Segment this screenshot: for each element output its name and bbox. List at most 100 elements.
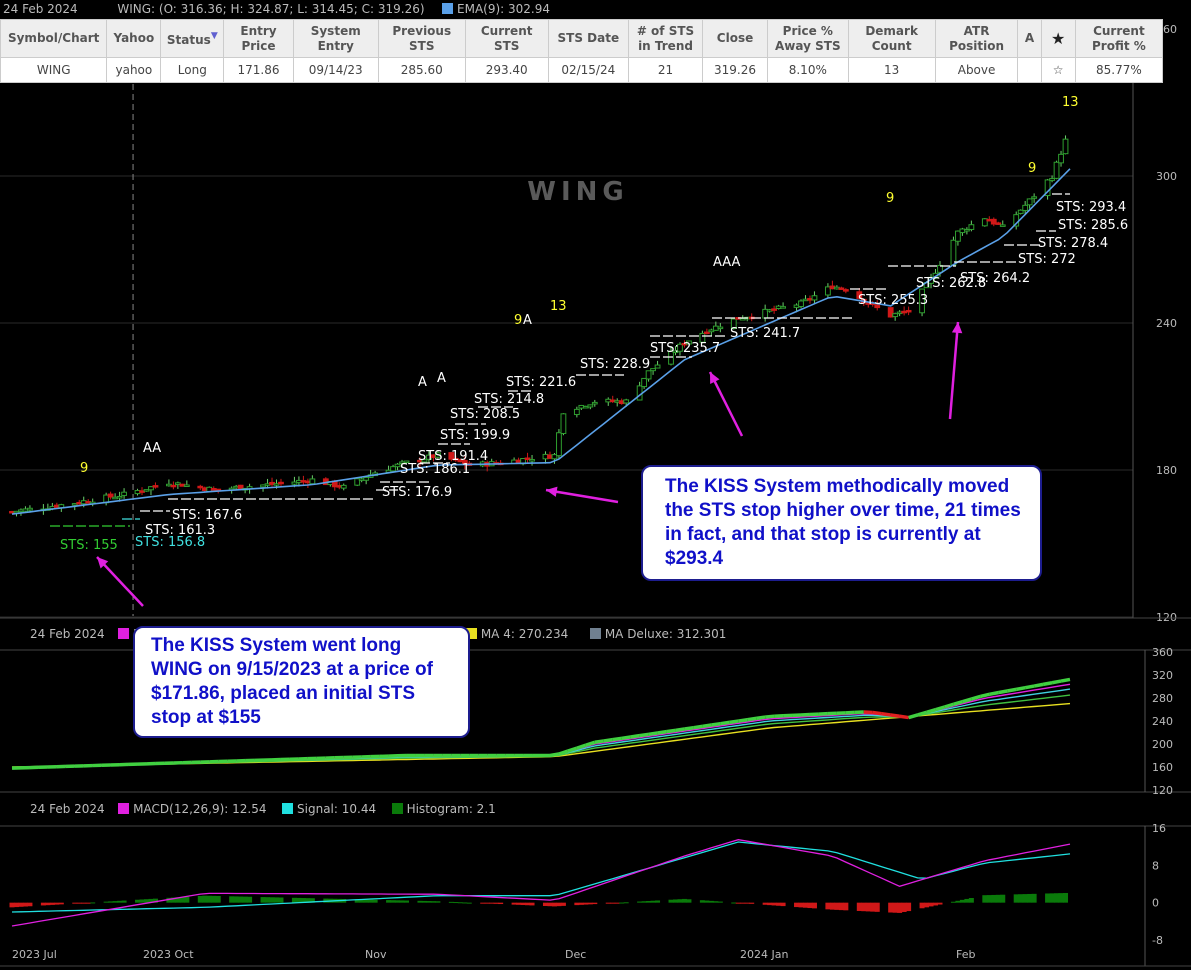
candle-body (152, 485, 159, 488)
histogram-bar (906, 902, 912, 912)
col-demark[interactable]: Demark Count (847, 19, 936, 58)
cell-symbol[interactable]: WING (0, 57, 108, 83)
ma-deluxe-segment (1060, 677, 1071, 683)
col-price-away[interactable]: Price % Away STS (767, 19, 849, 58)
candle-body (686, 340, 692, 345)
histogram-bar (354, 899, 360, 903)
histogram-bar (1058, 893, 1064, 903)
ma-deluxe-segment (711, 721, 721, 727)
histogram-bar (498, 902, 504, 905)
cell-yahoo[interactable]: yahoo (106, 57, 162, 83)
col-yahoo[interactable]: Yahoo (106, 19, 162, 58)
price-tick-label: 240 (1156, 317, 1177, 330)
ma-deluxe-segment (952, 700, 963, 707)
col-sts-count[interactable]: # of STS in Trend (628, 19, 703, 58)
header-ema: EMA(9): 302.94 (457, 2, 551, 16)
histogram-bar (117, 900, 123, 903)
ma-deluxe-segment (997, 689, 1008, 695)
ma-deluxe-segment (585, 740, 596, 747)
histogram-bar (1000, 894, 1006, 903)
ma-deluxe-segment (737, 717, 748, 723)
price-header: 24 Feb 2024 WING: (O: 316.36; H: 324.87;… (3, 2, 550, 16)
histogram-bar (179, 897, 185, 903)
col-current-sts[interactable]: Current STS (464, 19, 549, 58)
histogram-bar (323, 898, 329, 903)
histogram-bar (291, 897, 297, 903)
ma-deluxe-segment (1051, 679, 1062, 685)
star-icon[interactable]: ☆ (1040, 57, 1076, 83)
histogram-bar (655, 900, 661, 903)
histogram-bar (238, 896, 244, 903)
col-system-entry[interactable]: System Entry (292, 19, 379, 58)
histogram-bar (767, 902, 773, 906)
ma-deluxe-segment (1042, 681, 1053, 687)
col-star[interactable]: ★ (1040, 19, 1076, 58)
col-atr[interactable]: ATR Position (934, 19, 1019, 58)
candle-body (919, 288, 925, 314)
col-close[interactable]: Close (701, 19, 769, 58)
histogram-bar (829, 902, 835, 910)
callout-arrow-head (546, 486, 558, 497)
candle-body (856, 291, 863, 299)
col-profit[interactable]: Current Profit % (1074, 19, 1164, 58)
ma-deluxe-segment (666, 728, 676, 734)
histogram-bar (937, 902, 943, 905)
header-date: 24 Feb 2024 (3, 2, 78, 16)
candle-body (560, 413, 567, 434)
candle-body (730, 318, 737, 330)
col-status[interactable]: Status▼ (160, 19, 225, 58)
col-symbol[interactable]: Symbol/Chart (0, 19, 108, 58)
sts-stop-label: STS: 262.8 (916, 276, 986, 291)
ma-deluxe-segment (746, 716, 757, 722)
histogram-bar (399, 900, 405, 903)
histogram-bar (529, 902, 535, 906)
sts-stop-label: STS: 176.9 (382, 485, 452, 500)
col-a[interactable]: A (1017, 19, 1042, 58)
col-entry-price[interactable]: Entry Price (223, 19, 294, 58)
histogram-bar (955, 900, 961, 903)
histogram-bar (560, 902, 566, 906)
histogram-bar (457, 902, 463, 904)
ma-deluxe-segment (1024, 684, 1035, 690)
col-sts-date[interactable]: STS Date (547, 19, 630, 58)
histogram-bar (430, 901, 436, 903)
table-header-row: Symbol/Chart Yahoo Status▼ Entry Price S… (0, 19, 1164, 58)
signal-line (11, 841, 1071, 913)
histogram-bar (520, 902, 526, 906)
ma-deluxe-segment (612, 736, 622, 742)
ma-deluxe-segment (872, 710, 882, 716)
candle-body (434, 452, 441, 458)
ma-deluxe-segment (935, 705, 945, 712)
candle-body (677, 343, 683, 352)
ma-deluxe-segment (657, 729, 667, 735)
sts-stop-label: STS: 214.8 (474, 392, 544, 407)
sts-stop-label: STS: 235.7 (650, 341, 720, 356)
histogram-bar (1013, 894, 1019, 903)
histogram-bar (982, 895, 988, 903)
histogram-bar (1049, 893, 1055, 903)
candle-body (771, 308, 778, 311)
histogram-bar (619, 902, 625, 904)
signal-swatch (282, 803, 294, 814)
cell-status: Long (160, 57, 225, 83)
histogram-bar (959, 899, 965, 903)
candle-body (668, 350, 674, 365)
candle-body (278, 481, 284, 485)
histogram-bar (776, 902, 782, 906)
callout-arrow-head (97, 557, 109, 569)
histogram-bar (592, 902, 598, 905)
sort-down-icon[interactable]: ▼ (210, 31, 218, 41)
histogram-bar (968, 898, 974, 903)
histogram-bar (681, 898, 687, 903)
histogram-bar (309, 898, 315, 903)
ma-deluxe-segment (970, 694, 981, 701)
histogram-bar (798, 902, 804, 908)
ma-deluxe-segment (899, 714, 909, 720)
cell-demark: 13 (847, 57, 936, 83)
histogram-bar (166, 897, 172, 903)
candle-body (394, 463, 401, 468)
candle-body (1031, 196, 1038, 199)
macd-line (11, 839, 1071, 927)
ma-tick-label: 320 (1152, 669, 1173, 682)
col-previous-sts[interactable]: Previous STS (377, 19, 466, 58)
